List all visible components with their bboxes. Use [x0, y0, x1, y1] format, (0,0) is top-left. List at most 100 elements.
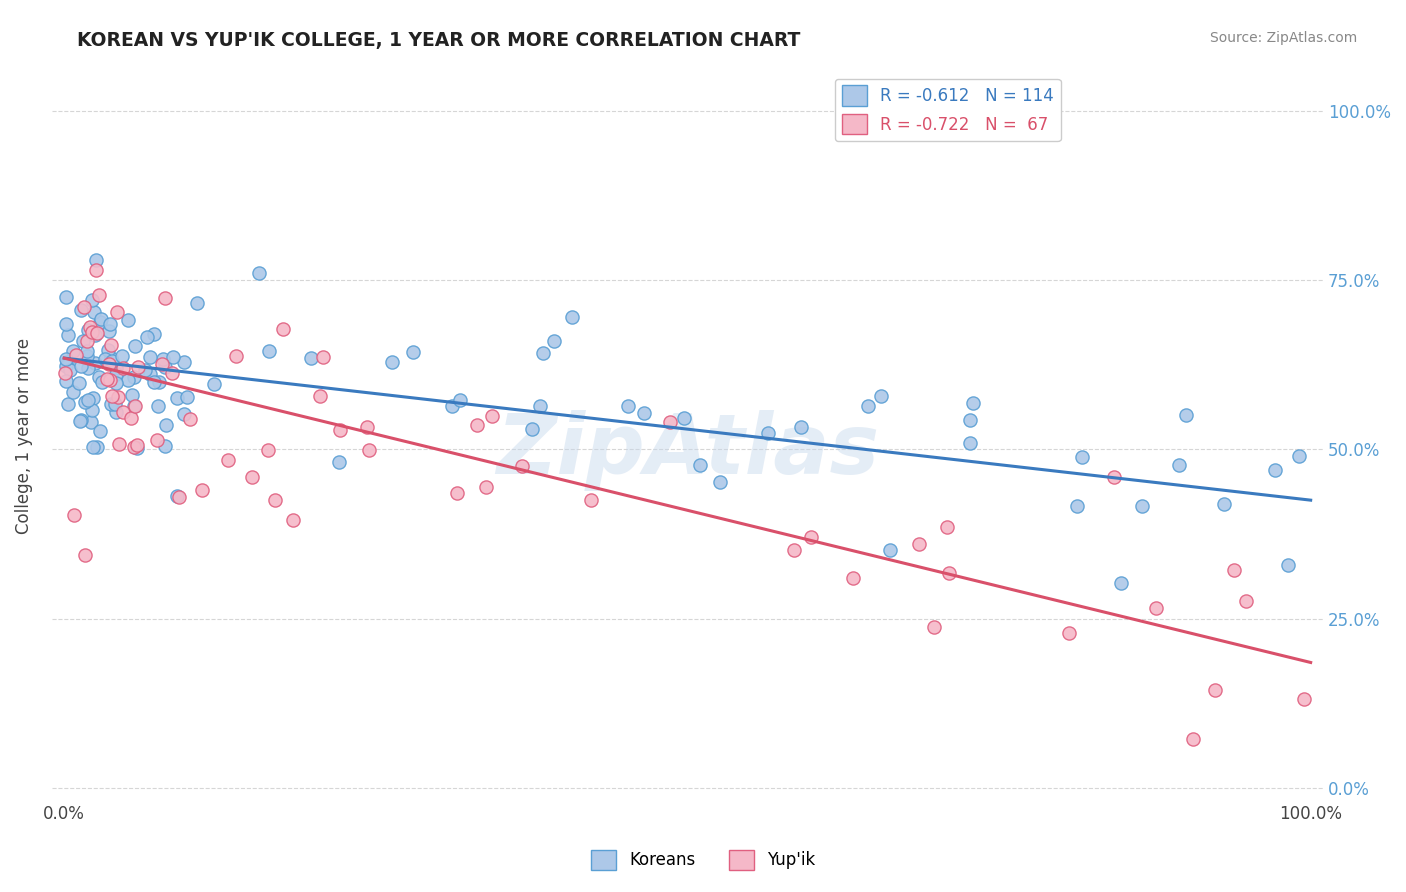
Point	[97, 343, 120, 357]
Point	[56, 327, 79, 342]
Point	[89, 315, 111, 329]
Point	[96, 372, 118, 386]
Point	[98, 374, 121, 388]
Point	[561, 310, 583, 324]
Point	[446, 486, 468, 500]
Point	[125, 438, 148, 452]
Point	[55, 374, 77, 388]
Point	[790, 419, 813, 434]
Point	[83, 328, 105, 343]
Point	[402, 345, 425, 359]
Point	[65, 348, 87, 362]
Point	[1175, 408, 1198, 422]
Point	[908, 537, 931, 551]
Point	[1066, 499, 1088, 513]
Point	[105, 404, 128, 418]
Point	[633, 407, 655, 421]
Point	[673, 410, 696, 425]
Point	[167, 490, 190, 504]
Point	[1111, 575, 1133, 590]
Point	[449, 392, 471, 407]
Point	[55, 290, 77, 304]
Point	[800, 530, 823, 544]
Point	[77, 323, 100, 337]
Point	[59, 363, 82, 377]
Legend: R = -0.612   N = 114, R = -0.722   N =  67: R = -0.612 N = 114, R = -0.722 N = 67	[835, 78, 1060, 141]
Point	[97, 324, 120, 338]
Point	[1071, 450, 1094, 464]
Point	[84, 356, 107, 370]
Point	[108, 436, 131, 450]
Point	[475, 480, 498, 494]
Point	[1292, 692, 1315, 706]
Point	[179, 412, 201, 426]
Point	[155, 417, 177, 432]
Point	[153, 439, 176, 453]
Point	[82, 325, 104, 339]
Point	[56, 397, 79, 411]
Point	[69, 414, 91, 428]
Point	[146, 433, 169, 447]
Point	[1277, 558, 1299, 573]
Point	[93, 351, 115, 366]
Text: Source: ZipAtlas.com: Source: ZipAtlas.com	[1209, 31, 1357, 45]
Point	[105, 376, 128, 390]
Point	[709, 475, 731, 489]
Point	[150, 357, 173, 371]
Point	[1204, 683, 1226, 698]
Point	[76, 349, 98, 363]
Point	[105, 360, 128, 375]
Point	[69, 413, 91, 427]
Point	[481, 409, 503, 423]
Point	[357, 442, 380, 457]
Point	[86, 326, 108, 341]
Point	[440, 399, 463, 413]
Point	[72, 334, 94, 348]
Point	[281, 513, 304, 527]
Point	[1264, 463, 1286, 477]
Point	[870, 389, 893, 403]
Point	[67, 376, 90, 390]
Point	[160, 366, 183, 380]
Point	[356, 420, 378, 434]
Point	[76, 343, 98, 358]
Point	[155, 291, 177, 305]
Point	[1168, 458, 1191, 472]
Point	[138, 350, 160, 364]
Point	[249, 266, 271, 280]
Point	[617, 399, 640, 413]
Point	[148, 376, 170, 390]
Point	[1144, 600, 1167, 615]
Point	[112, 360, 135, 375]
Point	[935, 520, 957, 534]
Point	[225, 349, 247, 363]
Point	[83, 305, 105, 319]
Point	[520, 422, 543, 436]
Point	[69, 303, 91, 318]
Point	[122, 399, 145, 413]
Point	[152, 351, 174, 366]
Point	[111, 349, 134, 363]
Point	[80, 293, 103, 307]
Point	[1130, 499, 1153, 513]
Point	[120, 411, 142, 425]
Point	[124, 370, 146, 384]
Point	[73, 548, 96, 562]
Point	[142, 327, 165, 342]
Point	[512, 459, 534, 474]
Point	[134, 363, 156, 377]
Point	[328, 455, 350, 469]
Point	[73, 395, 96, 409]
Point	[104, 397, 127, 411]
Point	[1181, 732, 1204, 747]
Point	[257, 344, 280, 359]
Point	[842, 571, 865, 585]
Point	[55, 359, 77, 373]
Point	[173, 407, 195, 421]
Point	[783, 542, 806, 557]
Point	[309, 389, 332, 403]
Point	[273, 322, 295, 336]
Text: ZipAtlas: ZipAtlas	[496, 409, 879, 491]
Point	[689, 458, 711, 472]
Point	[90, 312, 112, 326]
